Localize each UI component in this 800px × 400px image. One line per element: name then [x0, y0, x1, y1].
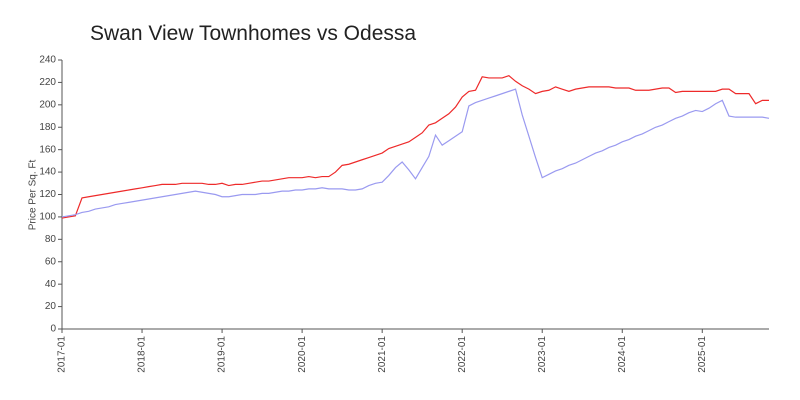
x-tick-label: 2020-01 [297, 336, 308, 373]
x-tick-label: 2019-01 [217, 336, 228, 373]
y-tick-label: 140 [39, 167, 56, 178]
series-line [61, 75, 769, 219]
y-tick-label: 180 [39, 122, 56, 133]
y-tick-label: 200 [39, 99, 56, 110]
x-tick-label: 2024-01 [617, 336, 628, 373]
x-tick-label: 2023-01 [537, 336, 548, 373]
series-line [61, 88, 770, 218]
y-tick-label: 240 [39, 55, 56, 66]
y-tick-label: 20 [45, 301, 57, 312]
x-tick-label: 2017-01 [57, 336, 68, 373]
x-tick-label: 2018-01 [137, 336, 148, 373]
x-tick-label: 2025-01 [697, 336, 708, 373]
y-tick-label: 160 [39, 144, 56, 155]
x-tick-label: 2021-01 [377, 336, 388, 373]
y-tick-label: 100 [39, 212, 56, 223]
y-tick-label: 0 [50, 324, 56, 335]
x-tick-label: 2022-01 [457, 336, 468, 373]
y-tick-label: 60 [45, 256, 57, 267]
y-tick-label: 220 [39, 77, 56, 88]
chart-title: Swan View Townhomes vs Odessa [90, 22, 416, 45]
y-tick-label: 40 [45, 279, 57, 290]
y-tick-label: 120 [39, 189, 56, 200]
y-axis-label: Price Per Sq. Ft [28, 159, 39, 230]
y-tick-label: 80 [45, 234, 57, 245]
